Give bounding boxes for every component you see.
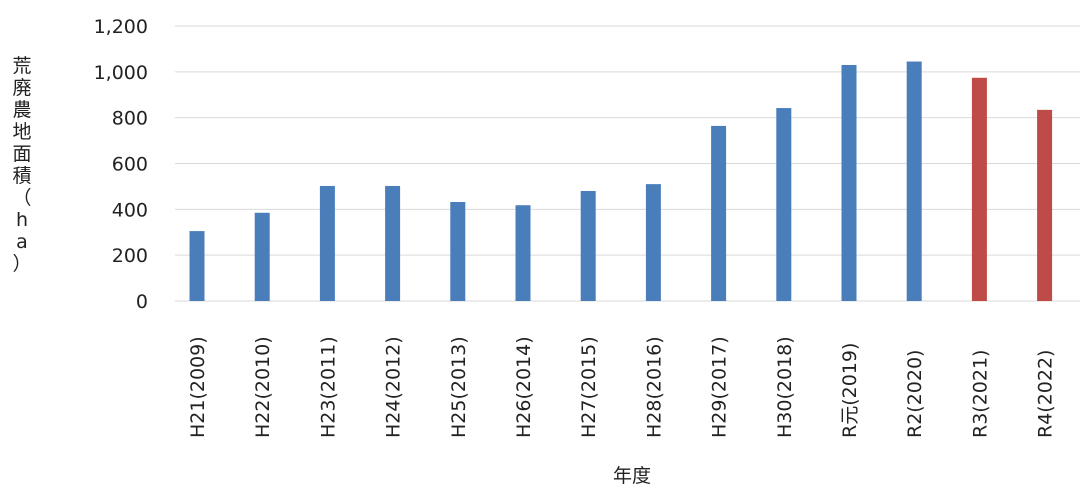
bar xyxy=(645,184,661,301)
x-tick-label: H27(2015) xyxy=(578,336,600,438)
y-tick-label: 600 xyxy=(112,154,148,176)
x-tick-label: H25(2013) xyxy=(448,336,470,438)
y-tick-label: 1,200 xyxy=(94,16,148,38)
bar xyxy=(515,205,531,301)
bar xyxy=(906,61,922,302)
y-tick-label: 800 xyxy=(112,108,148,130)
bar xyxy=(776,108,792,302)
x-tick-label: H28(2016) xyxy=(643,336,665,438)
x-tick-label: H23(2011) xyxy=(317,336,339,438)
x-tick-label: H30(2018) xyxy=(774,336,796,438)
x-tick-label: R4(2022) xyxy=(1035,350,1057,438)
bar xyxy=(841,64,857,301)
bar xyxy=(711,125,727,302)
gridlines xyxy=(175,25,1080,302)
bar xyxy=(254,212,270,301)
x-tick-label: H26(2014) xyxy=(513,336,535,438)
y-axis-ticks: 0 200 400 600 800 1,000 1,200 xyxy=(94,16,148,313)
x-tick-label: H21(2009) xyxy=(187,336,209,438)
bar xyxy=(450,202,466,301)
bar xyxy=(580,191,596,301)
x-tick-label: R2(2020) xyxy=(904,350,926,438)
y-axis-title: 荒廃農地面積（ h a） xyxy=(12,55,31,275)
y-tick-label: 0 xyxy=(136,291,148,313)
bar xyxy=(319,185,335,301)
bars xyxy=(189,61,1053,302)
x-axis-title: 年度 xyxy=(613,465,651,487)
bar xyxy=(189,231,205,301)
y-tick-label: 1,000 xyxy=(94,62,148,84)
x-tick-label: H24(2012) xyxy=(383,336,405,438)
bar xyxy=(971,77,987,302)
bar xyxy=(1037,109,1053,301)
x-axis-ticks: H21(2009) H22(2010) H23(2011) H24(2012) H25(… xyxy=(187,336,1057,438)
y-tick-label: 400 xyxy=(112,199,148,221)
x-tick-label: H22(2010) xyxy=(252,336,274,438)
x-tick-label: R元(2019) xyxy=(839,343,861,438)
y-tick-label: 200 xyxy=(112,245,148,267)
bar xyxy=(385,185,401,301)
x-tick-label: H29(2017) xyxy=(709,336,731,438)
x-tick-label: R3(2021) xyxy=(969,350,991,438)
